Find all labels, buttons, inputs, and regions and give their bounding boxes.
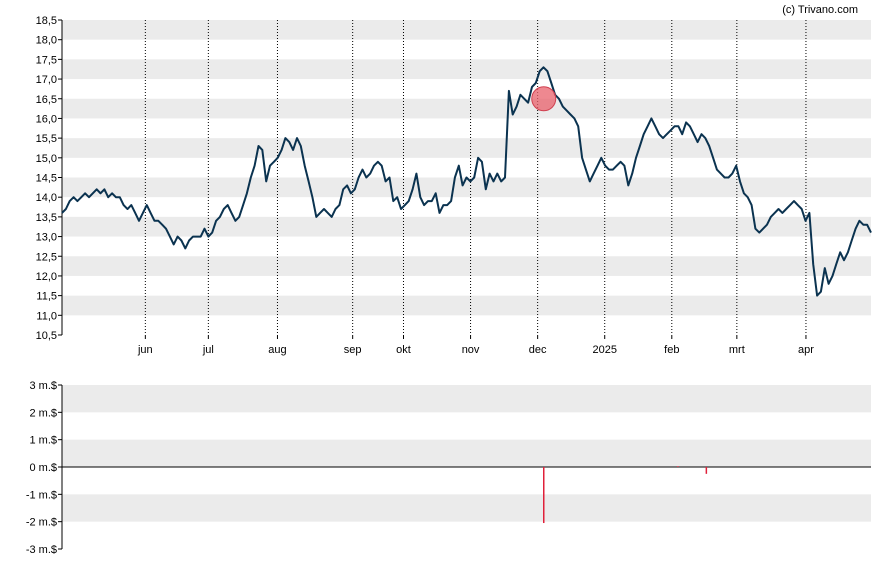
y-tick-label: 14,0 (36, 192, 57, 204)
price-band (62, 59, 871, 80)
price-band (62, 20, 871, 40)
price-series-line (61, 66, 872, 297)
volume-y-tick-label: 2 m.$ (29, 407, 57, 419)
price-band (62, 256, 871, 276)
y-tick-label: 16,0 (36, 113, 57, 125)
price-band (62, 216, 871, 237)
volume-band (62, 439, 871, 467)
y-tick-label: 15,5 (36, 133, 57, 145)
x-tick-label: jul (202, 344, 214, 356)
y-tick-label: 16,5 (36, 94, 57, 106)
x-tick-label: feb (664, 344, 679, 356)
y-tick-label: 18,5 (36, 15, 57, 27)
x-tick-label: okt (396, 344, 411, 356)
x-tick-label: mrt (729, 344, 745, 356)
x-tick-label: 2025 (592, 344, 616, 356)
y-tick-label: 13,0 (36, 232, 57, 244)
y-tick-label: 11,0 (36, 310, 57, 322)
volume-y-tick-label: 3 m.$ (29, 380, 57, 392)
price-band (62, 295, 871, 316)
x-tick-label: dec (529, 344, 547, 356)
credit-label: (c) Trivano.com (782, 4, 858, 16)
x-tick-label: jun (137, 344, 153, 356)
volume-y-tick-label: 1 m.$ (29, 435, 57, 447)
x-tick-label: nov (462, 344, 480, 356)
volume-axis: -3 m.$ -2 m.$ -1 m.$ 0 m.$ 1 m.$ 2 m.$ 3 m.$ (26, 380, 871, 556)
volume-y-tick-label: -2 m.$ (26, 517, 57, 529)
volume-bars (542, 466, 708, 524)
y-tick-label: 18,0 (36, 35, 57, 47)
price-line-layer (61, 66, 872, 297)
event-marker (531, 86, 557, 112)
price-band (62, 138, 871, 158)
y-tick-label: 10,5 (36, 330, 57, 342)
x-tick-label: sep (344, 344, 362, 356)
volume-y-tick-label: 0 m.$ (29, 462, 57, 474)
x-tick-label: apr (798, 344, 814, 356)
y-tick-label: 11,5 (36, 291, 57, 303)
volume-band (62, 385, 871, 413)
y-tick-label: 14,5 (36, 173, 57, 185)
y-tick-label: 15,0 (36, 153, 57, 165)
volume-y-tick-label: -1 m.$ (26, 489, 57, 501)
volume-y-tick-label: -3 m.$ (26, 544, 57, 556)
vertical-gridlines (144, 20, 807, 339)
y-tick-label: 12,5 (36, 251, 57, 263)
price-axis: jun jul aug sep okt nov dec 2025 feb mrt apr 10,5 11… (36, 15, 815, 356)
background-bands (62, 20, 871, 522)
y-tick-label: 13,5 (36, 212, 57, 224)
price-band (62, 98, 871, 119)
y-tick-label: 17,0 (36, 74, 57, 86)
volume-band (62, 494, 871, 522)
price-band (62, 177, 871, 198)
y-tick-label: 17,5 (36, 54, 57, 66)
x-tick-label: aug (268, 344, 286, 356)
y-tick-label: 12,0 (36, 271, 57, 283)
